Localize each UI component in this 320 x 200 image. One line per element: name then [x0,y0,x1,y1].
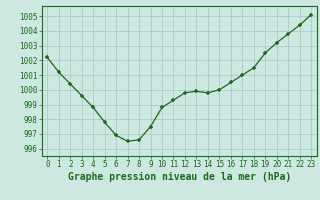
X-axis label: Graphe pression niveau de la mer (hPa): Graphe pression niveau de la mer (hPa) [68,172,291,182]
